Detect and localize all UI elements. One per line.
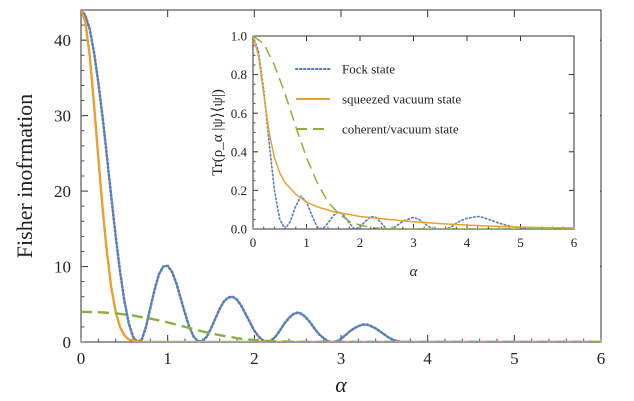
main-y-tick-label: 0 [63, 333, 72, 352]
main-y-tick-label: 40 [54, 31, 71, 50]
inset-y-tick-label: 0.6 [231, 106, 248, 121]
inset-y-tick-label: 0.4 [231, 144, 248, 159]
main-series-line-1 [81, 9, 601, 342]
main-y-tick-label: 20 [54, 182, 71, 201]
inset-x-tick-label: 6 [571, 235, 578, 250]
main-x-tick-label: 2 [250, 349, 259, 368]
inset-x-tick-label: 5 [517, 235, 524, 250]
inset-plot: 0 1 2 3 4 5 6 0.0 0.2 0.4 0.6 0.8 1.0 α Tr(ρ_α |ψ⟩⟨ψ|)… [210, 29, 578, 280]
main-x-tick-label: 0 [77, 349, 86, 368]
main-series-line-0 [81, 8, 601, 342]
inset-x-tick-label: 2 [357, 235, 364, 250]
inset-series-line-1 [253, 35, 574, 229]
main-x-axis-label: α [335, 372, 347, 397]
inset-y-tick-label: 0.2 [231, 183, 247, 198]
main-x-tick-label: 1 [163, 349, 172, 368]
inset-x-tick-label: 3 [410, 235, 417, 250]
inset-background [208, 22, 600, 290]
legend-label-2: coherent/vacuum state [342, 122, 459, 137]
inset-x-axis-label: α [410, 264, 419, 280]
legend-label-0: Fock state [342, 62, 395, 77]
main-y-tick-label: 30 [54, 107, 71, 126]
main-y-axis-label: Fisher inofrmation [12, 94, 37, 258]
main-x-tick-label: 6 [597, 349, 606, 368]
inset-y-tick-label: 0.0 [231, 222, 247, 237]
legend-label-1: squeezed vacuum state [342, 92, 461, 107]
inset-y-axis-label: Tr(ρ_α |ψ⟩⟨ψ|) [210, 89, 226, 176]
inset-x-tick-label: 1 [303, 235, 310, 250]
inset-series-line-2 [253, 35, 574, 229]
inset-x-tick-label: 4 [464, 235, 471, 250]
inset-y-tick-label: 0.8 [231, 67, 247, 82]
inset-y-tick-label: 1.0 [231, 29, 247, 44]
main-x-tick-label: 3 [337, 349, 346, 368]
main-y-tick-label: 10 [54, 257, 71, 276]
inset-x-tick-label: 0 [250, 235, 257, 250]
main-x-tick-label: 4 [423, 349, 432, 368]
main-x-tick-label: 5 [510, 349, 519, 368]
